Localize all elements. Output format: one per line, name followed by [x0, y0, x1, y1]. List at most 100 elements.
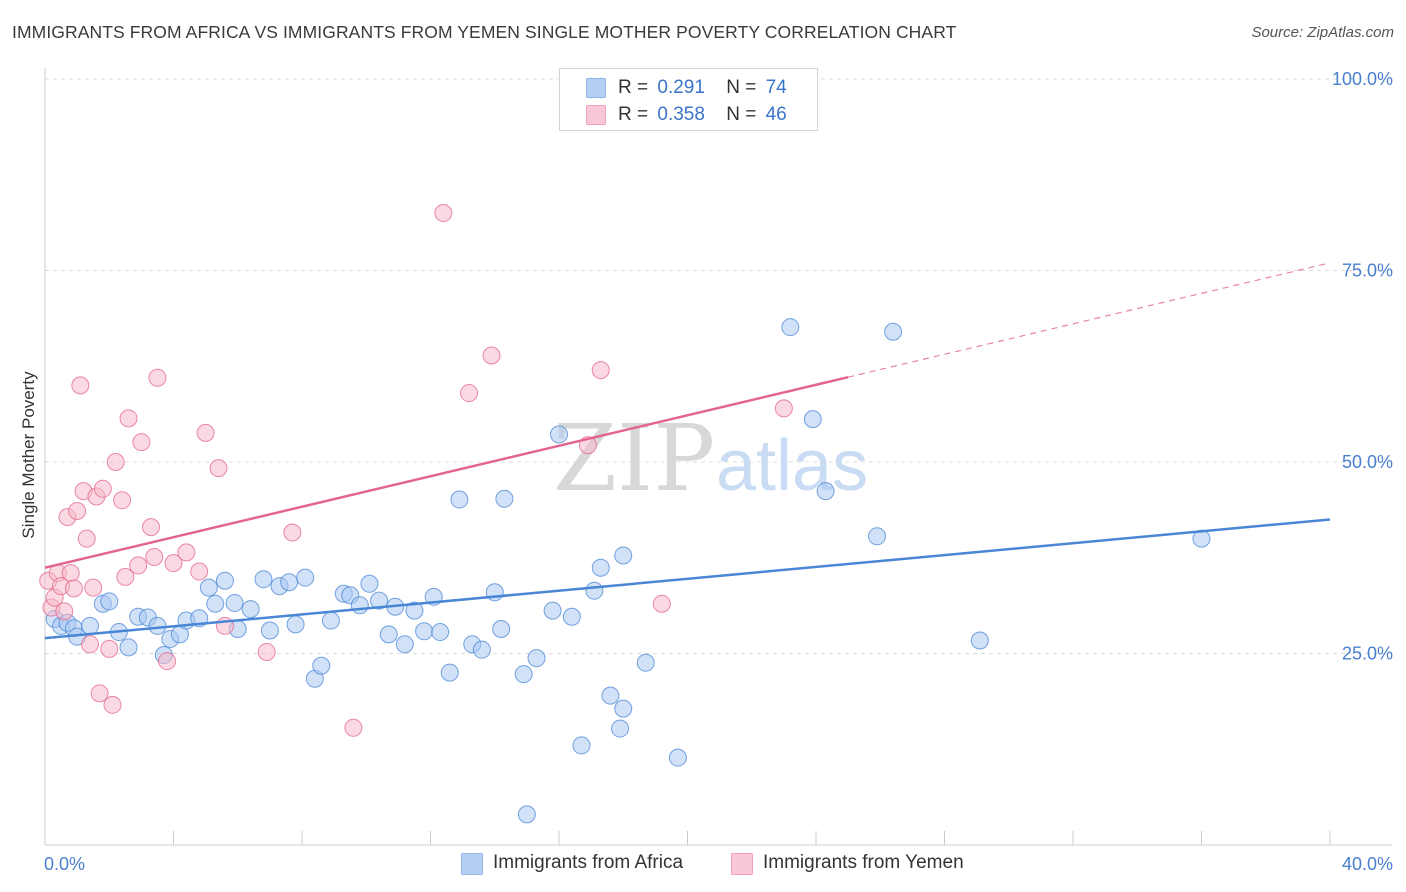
legend-r-value-africa: 0.291: [657, 77, 705, 98]
point-yemen: [164, 554, 183, 573]
point-africa: [585, 581, 604, 600]
point-yemen: [257, 642, 276, 661]
correlation-legend: R = 0.291 N = 74 R = 0.358 N = 46: [559, 68, 818, 131]
legend-swatch-yemen: [586, 105, 606, 125]
legend-r-label: R =: [618, 77, 649, 98]
point-africa: [781, 318, 800, 337]
legend-n-label: N =: [726, 104, 757, 125]
point-yemen: [283, 523, 302, 542]
point-africa: [614, 546, 633, 565]
gridlines: [45, 78, 1392, 654]
point-africa: [472, 640, 491, 659]
point-africa: [312, 656, 331, 675]
point-yemen: [84, 578, 103, 597]
legend-r-value-yemen: 0.358: [657, 104, 705, 125]
legend-n-value-yemen: 46: [765, 104, 787, 125]
point-yemen: [100, 639, 119, 658]
point-africa: [254, 570, 273, 589]
point-africa: [215, 571, 234, 590]
point-africa: [550, 425, 568, 444]
point-yemen: [90, 684, 109, 703]
y-tick-label: 100.0%: [1332, 69, 1393, 89]
point-africa: [868, 527, 887, 546]
point-africa: [601, 686, 620, 705]
trend-line-yemen-extension: [847, 262, 1331, 378]
point-yemen: [196, 423, 215, 442]
point-yemen: [55, 602, 74, 621]
trend-line-africa: [44, 518, 1331, 640]
point-africa: [241, 600, 260, 619]
point-yemen: [119, 409, 138, 428]
point-africa: [514, 665, 533, 684]
point-africa: [379, 625, 398, 644]
point-africa: [884, 322, 903, 341]
legend-swatch-africa: [586, 78, 606, 98]
point-yemen: [344, 718, 363, 737]
x-tick-label: 0.0%: [44, 854, 85, 874]
source-credit: Source: ZipAtlas.com: [1251, 24, 1394, 41]
legend-n-value-africa: 74: [765, 77, 787, 98]
series-swatch-yemen: [731, 853, 753, 875]
watermark-atlas: atlas: [716, 426, 868, 506]
point-africa: [405, 601, 424, 620]
point-africa: [614, 699, 633, 718]
series-label-yemen: Immigrants from Yemen: [763, 852, 964, 873]
point-yemen: [148, 368, 167, 387]
point-africa: [668, 748, 687, 767]
point-yemen: [113, 491, 132, 510]
point-africa: [495, 489, 514, 508]
point-africa: [260, 621, 279, 640]
point-africa: [816, 482, 835, 501]
point-yemen: [77, 529, 96, 548]
point-yemen: [142, 518, 161, 537]
point-yemen: [106, 453, 125, 471]
y-tick-label: 50.0%: [1342, 452, 1393, 472]
x-tick-label: 40.0%: [1342, 854, 1393, 874]
point-yemen: [209, 459, 228, 478]
y-tick-label: 25.0%: [1342, 644, 1393, 664]
point-africa: [119, 638, 138, 657]
series-label-africa: Immigrants from Africa: [493, 852, 684, 873]
point-africa: [517, 805, 536, 824]
point-yemen: [434, 204, 453, 223]
point-africa: [360, 574, 379, 593]
point-africa: [415, 622, 434, 641]
point-yemen: [774, 399, 793, 418]
point-yemen: [145, 547, 164, 566]
point-yemen: [158, 652, 177, 671]
watermark-zip: ZIP: [553, 405, 715, 512]
point-yemen: [652, 594, 671, 613]
series-swatch-africa: [461, 853, 483, 875]
point-yemen: [482, 346, 501, 365]
point-africa: [321, 611, 340, 630]
point-africa: [280, 573, 299, 592]
point-yemen: [64, 579, 83, 598]
point-africa: [636, 653, 655, 672]
point-africa: [100, 592, 119, 611]
point-yemen: [129, 556, 148, 575]
point-yemen: [93, 479, 112, 498]
point-africa: [562, 607, 581, 626]
y-axis-label: Single Mother Poverty: [19, 371, 38, 539]
point-africa: [527, 649, 546, 668]
chart-title: IMMIGRANTS FROM AFRICA VS IMMIGRANTS FRO…: [12, 22, 957, 42]
point-africa: [395, 635, 414, 654]
point-yemen: [68, 502, 87, 521]
point-africa: [970, 631, 989, 650]
point-africa: [572, 736, 591, 755]
data-points: [39, 204, 1211, 824]
point-yemen: [116, 567, 135, 586]
point-yemen: [103, 695, 122, 714]
point-yemen: [460, 384, 479, 403]
point-africa: [450, 490, 469, 509]
point-africa: [286, 615, 305, 634]
point-africa: [206, 594, 225, 613]
axes: [44, 68, 1392, 846]
point-africa: [611, 719, 630, 738]
trend-line-yemen: [44, 375, 849, 569]
trend-lines: [44, 262, 1331, 640]
y-tick-label: 75.0%: [1342, 261, 1393, 281]
point-yemen: [190, 562, 209, 581]
x-tick-labels: 0.0% 40.0%: [44, 854, 1393, 874]
point-africa: [431, 623, 450, 642]
